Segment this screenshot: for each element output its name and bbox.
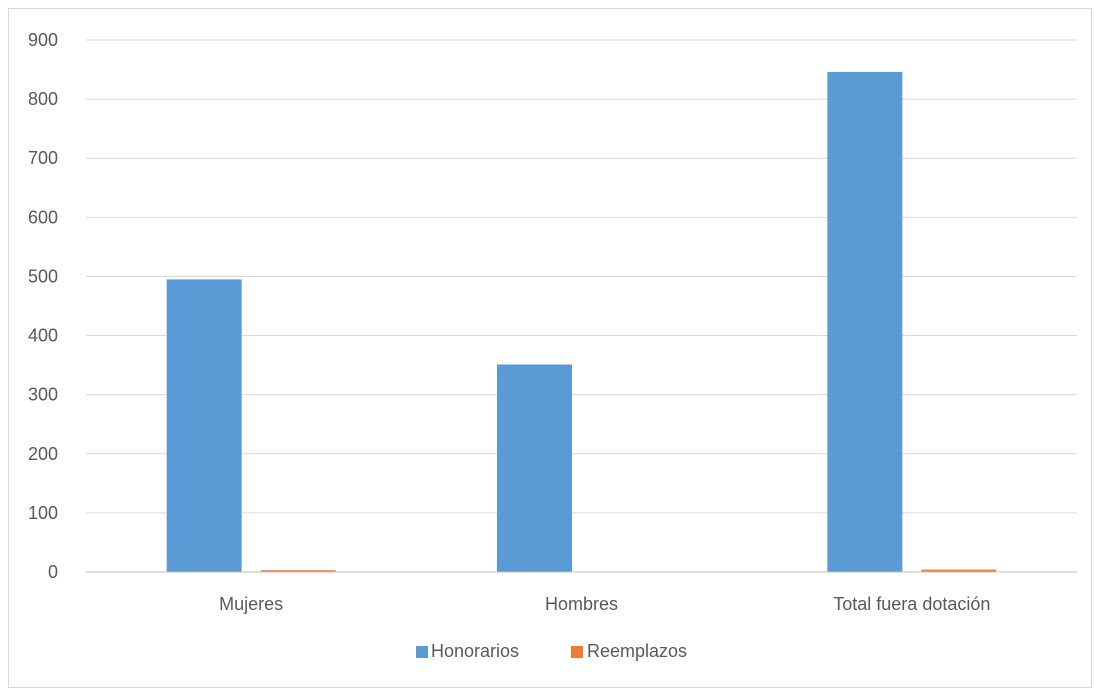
y-tick-label: 500 (28, 266, 58, 286)
x-tick-label: Total fuera dotación (833, 594, 990, 614)
legend-swatch-reemplazos (571, 646, 583, 658)
bar-honorarios-1 (497, 364, 572, 572)
bar-honorarios-2 (827, 71, 903, 573)
y-tick-label: 200 (28, 444, 58, 464)
y-tick-label: 400 (28, 326, 58, 346)
x-axis-ticks: Mujeres Hombres Total fuera dotación (219, 594, 990, 614)
legend-label-honorarios: Honorarios (431, 641, 519, 661)
bar-reemplazos-2 (921, 569, 997, 572)
y-tick-label: 0 (48, 562, 58, 582)
y-tick-label: 100 (28, 503, 58, 523)
y-axis-ticks: 0 100 200 300 400 500 600 700 800 900 (28, 30, 58, 582)
y-tick-label: 300 (28, 385, 58, 405)
legend-swatch-honorarios (416, 646, 428, 658)
x-tick-label: Hombres (545, 594, 618, 614)
y-tick-label: 700 (28, 148, 58, 168)
legend: Honorarios Reemplazos (416, 641, 687, 661)
bar-honorarios-0 (166, 279, 242, 572)
bars (166, 71, 997, 573)
y-tick-label: 600 (28, 207, 58, 227)
gridlines (86, 39, 1077, 514)
y-tick-label: 900 (28, 30, 58, 50)
y-tick-label: 800 (28, 89, 58, 109)
x-tick-label: Mujeres (219, 594, 283, 614)
bar-reemplazos-0 (260, 570, 336, 572)
legend-label-reemplazos: Reemplazos (587, 641, 687, 661)
